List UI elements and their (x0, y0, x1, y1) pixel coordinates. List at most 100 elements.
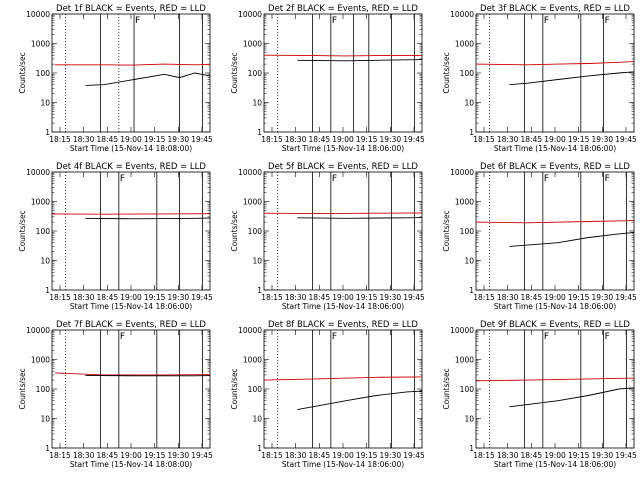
y-axis-label: Counts/sec (442, 368, 451, 409)
y-tick-label: 10 (40, 415, 50, 424)
plot-area: FFE (476, 172, 640, 290)
marker-label: F (605, 332, 610, 342)
plot-frame (264, 14, 422, 132)
marker-label: S (320, 16, 326, 26)
x-tick-label: 19:15 (144, 135, 166, 144)
y-tick-label: 10000 (450, 168, 474, 177)
panel-title: Det 9f BLACK = Events, RED = LLD (480, 320, 630, 330)
y-tick-label: 10000 (26, 326, 50, 335)
x-tick-label: 19:30 (168, 293, 190, 302)
y-tick-label: 1000 (31, 40, 50, 49)
x-tick-label: 18:15 (49, 451, 71, 460)
y-tick-label: 100 (460, 385, 475, 394)
x-tick-label: 19:30 (168, 135, 190, 144)
y-tick-label: 1000 (243, 198, 262, 207)
x-tick-label: 18:15 (49, 293, 71, 302)
x-tick-label: 18:45 (97, 135, 119, 144)
series-line-lld (55, 331, 640, 375)
x-tick-label: 19:00 (544, 451, 566, 460)
y-tick-label: 10 (252, 415, 262, 424)
series-line-events (620, 396, 640, 410)
series-line-events (392, 219, 422, 237)
series-line-lld (476, 173, 640, 223)
y-axis-label: Counts/sec (442, 210, 451, 251)
x-tick-label: 19:45 (403, 135, 425, 144)
x-tick-label: 19:00 (332, 451, 354, 460)
x-axis-label: Start Time (15-Nov-14 18:06:00) (282, 460, 404, 469)
y-tick-label: 1000 (31, 356, 50, 365)
marker-label: S (514, 332, 520, 342)
y-axis-label: Counts/sec (18, 368, 27, 409)
x-tick-label: 18:30 (73, 293, 95, 302)
y-tick-label: 100 (460, 227, 475, 236)
x-tick-label: 19:00 (120, 135, 142, 144)
series-line-lld (476, 15, 640, 66)
panel-title: Det 2f BLACK = Events, RED = LLD (268, 4, 418, 14)
panel-title: Det 1f BLACK = Events, RED = LLD (56, 4, 206, 14)
panel-title: Det 3f BLACK = Events, RED = LLD (480, 4, 630, 14)
series-line-lld (264, 331, 640, 380)
y-tick-label: 10000 (450, 326, 474, 335)
marker-label: F (120, 332, 125, 342)
x-tick-label: 19:45 (191, 451, 213, 460)
det-panel: Det 6f BLACK = Events, RED = LLD11010010… (442, 162, 640, 311)
y-tick-label: 10000 (238, 10, 262, 19)
x-tick-label: 18:15 (473, 293, 495, 302)
x-tick-label: 19:45 (191, 135, 213, 144)
y-tick-label: 100 (248, 227, 263, 236)
series-line-lld (264, 173, 640, 213)
det-panel: Det 4f BLACK = Events, RED = LLD11010010… (18, 162, 640, 311)
marker-label: F (332, 16, 337, 26)
x-tick-label: 18:15 (261, 135, 283, 144)
panel-title: Det 6f BLACK = Events, RED = LLD (480, 162, 630, 172)
y-tick-label: 100 (460, 69, 475, 78)
x-tick-label: 18:15 (473, 135, 495, 144)
y-tick-label: 10 (40, 257, 50, 266)
x-tick-label: 19:00 (120, 293, 142, 302)
y-tick-label: 10 (464, 415, 474, 424)
plot-frame (52, 14, 210, 132)
marker-label: F (544, 174, 549, 184)
y-tick-label: 10 (252, 99, 262, 108)
series-line-events (85, 216, 301, 219)
x-tick-label: 19:15 (356, 293, 378, 302)
x-tick-label: 18:45 (309, 451, 331, 460)
y-tick-label: 100 (248, 385, 263, 394)
marker-label: F (332, 174, 337, 184)
marker-label: E (424, 332, 430, 342)
det-panel: Det 1f BLACK = Events, RED = LLD11010010… (18, 4, 640, 153)
x-tick-label: 19:45 (403, 293, 425, 302)
marker-label: E (439, 16, 445, 26)
y-tick-label: 10000 (238, 168, 262, 177)
y-tick-label: 10000 (26, 168, 50, 177)
plot-area: FFSE (476, 14, 640, 132)
plot-frame (264, 330, 422, 448)
plot-frame (476, 172, 634, 290)
x-tick-label: 18:30 (285, 293, 307, 302)
panel-title: Det 8f BLACK = Events, RED = LLD (268, 320, 418, 330)
y-tick-label: 100 (36, 385, 51, 394)
x-axis-label: Start Time (15-Nov-14 18:08:00) (70, 144, 192, 153)
series-line-lld (52, 173, 640, 214)
x-tick-label: 19:00 (544, 293, 566, 302)
x-tick-label: 18:30 (497, 293, 519, 302)
x-tick-label: 19:00 (544, 135, 566, 144)
plot-frame (476, 14, 634, 132)
x-tick-label: 18:45 (97, 451, 119, 460)
x-tick-label: 19:45 (615, 293, 637, 302)
y-axis-label: Counts/sec (230, 52, 239, 93)
y-tick-label: 100 (36, 69, 51, 78)
det-panel: Det 3f BLACK = Events, RED = LLD11010010… (442, 4, 640, 153)
series-line-events (604, 61, 634, 82)
x-tick-label: 19:45 (615, 135, 637, 144)
plot-frame (264, 172, 422, 290)
series-line-events (509, 64, 640, 85)
det-panel: Det 7f BLACK = Events, RED = LLD11010010… (18, 320, 640, 469)
x-tick-label: 19:15 (356, 451, 378, 460)
x-tick-label: 19:15 (568, 451, 590, 460)
